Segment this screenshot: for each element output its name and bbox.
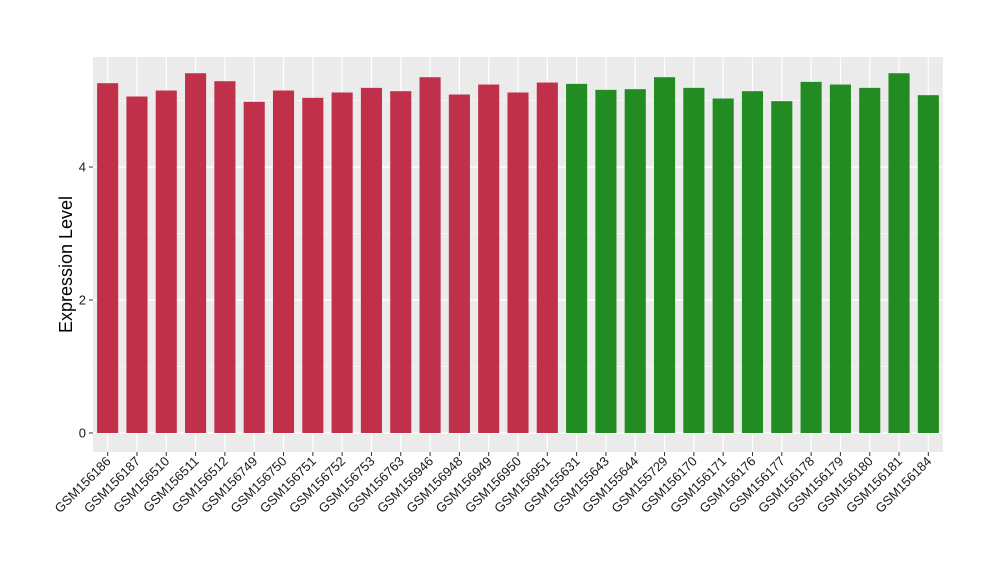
- y-tick-label: 4: [79, 160, 86, 175]
- bar-GSM155631: [566, 83, 588, 433]
- y-axis-title: Expression Level: [56, 196, 76, 333]
- x-axis: GSM156186GSM156187GSM156510GSM156511GSM1…: [52, 452, 934, 516]
- bar-GSM156750: [272, 90, 295, 434]
- bar-GSM156179: [829, 84, 851, 433]
- bar-GSM155643: [595, 89, 617, 434]
- bar-GSM156186: [97, 83, 119, 434]
- bar-GSM156949: [478, 84, 500, 433]
- y-tick-label: 2: [79, 293, 86, 308]
- bar-GSM156176: [741, 91, 764, 433]
- bar-GSM156751: [302, 97, 324, 433]
- bar-GSM156177: [771, 101, 793, 433]
- bar-GSM156511: [185, 73, 207, 434]
- bar-GSM156181: [888, 73, 910, 434]
- bar-GSM156184: [917, 95, 939, 434]
- bar-GSM156171: [712, 98, 734, 433]
- bar-GSM156180: [859, 87, 881, 434]
- bar-GSM156752: [331, 92, 353, 434]
- bar-GSM156951: [536, 82, 558, 434]
- bar-GSM156950: [507, 92, 529, 434]
- bar-GSM156510: [155, 90, 177, 434]
- bar-GSM156763: [390, 91, 412, 433]
- bar-GSM155644: [624, 89, 646, 433]
- bar-GSM156753: [360, 87, 382, 434]
- y-tick-label: 0: [79, 426, 86, 441]
- bar-GSM156512: [214, 81, 236, 433]
- bar-GSM156170: [683, 87, 705, 434]
- bar-GSM155729: [654, 77, 676, 433]
- bar-GSM156187: [126, 96, 148, 433]
- y-axis: 0 2 4: [79, 160, 93, 441]
- bars: [97, 73, 939, 434]
- bar-GSM156749: [243, 101, 265, 433]
- bar-GSM156178: [800, 81, 822, 433]
- bar-GSM156946: [419, 77, 441, 433]
- bar-GSM156948: [448, 94, 470, 433]
